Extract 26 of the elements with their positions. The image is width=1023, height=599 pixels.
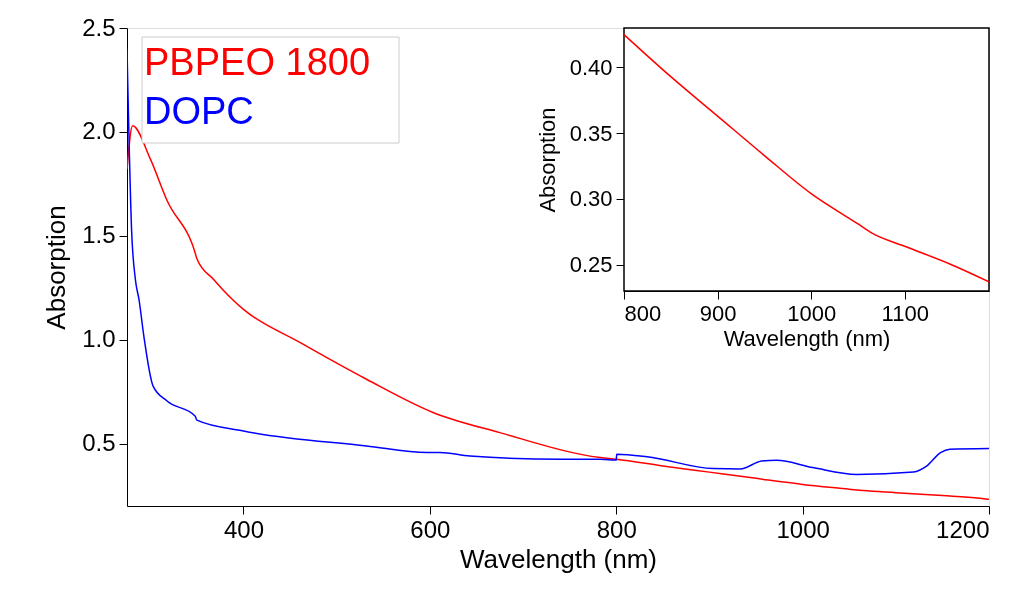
- y-tick-label: 0.35: [569, 120, 613, 146]
- series-label: DOPC: [144, 90, 254, 132]
- x-tick-label: 900: [699, 300, 737, 326]
- y-tick-label: 0.25: [569, 252, 613, 278]
- x-axis-title: Wavelength (nm): [723, 325, 891, 351]
- x-tick-label: 1200: [936, 515, 990, 543]
- y-tick-label: 0.40: [569, 54, 613, 80]
- x-tick-label: 1000: [787, 300, 837, 326]
- y-tick-label: 0.5: [82, 429, 116, 457]
- x-tick-label: 600: [410, 515, 451, 543]
- x-tick-label: 400: [223, 515, 265, 543]
- line-series: [127, 48, 989, 476]
- y-tick-label: 1.0: [82, 325, 116, 353]
- x-axis-title: Wavelength (nm): [460, 543, 657, 574]
- line-series: [623, 33, 989, 283]
- y-tick-label: 2.0: [82, 117, 116, 145]
- x-tick-label: 1000: [776, 515, 830, 543]
- series-label: PBPEO 1800: [144, 41, 371, 83]
- x-tick-label: 1100: [881, 300, 929, 326]
- x-tick-label: 800: [624, 300, 662, 326]
- y-axis-title: Absorption: [534, 107, 560, 213]
- y-tick-label: 2.5: [82, 13, 116, 41]
- y-tick-label: 1.5: [82, 221, 116, 249]
- y-axis-title: Absorption: [41, 205, 72, 330]
- x-tick-label: 800: [596, 515, 637, 543]
- y-tick-label: 0.30: [569, 186, 613, 212]
